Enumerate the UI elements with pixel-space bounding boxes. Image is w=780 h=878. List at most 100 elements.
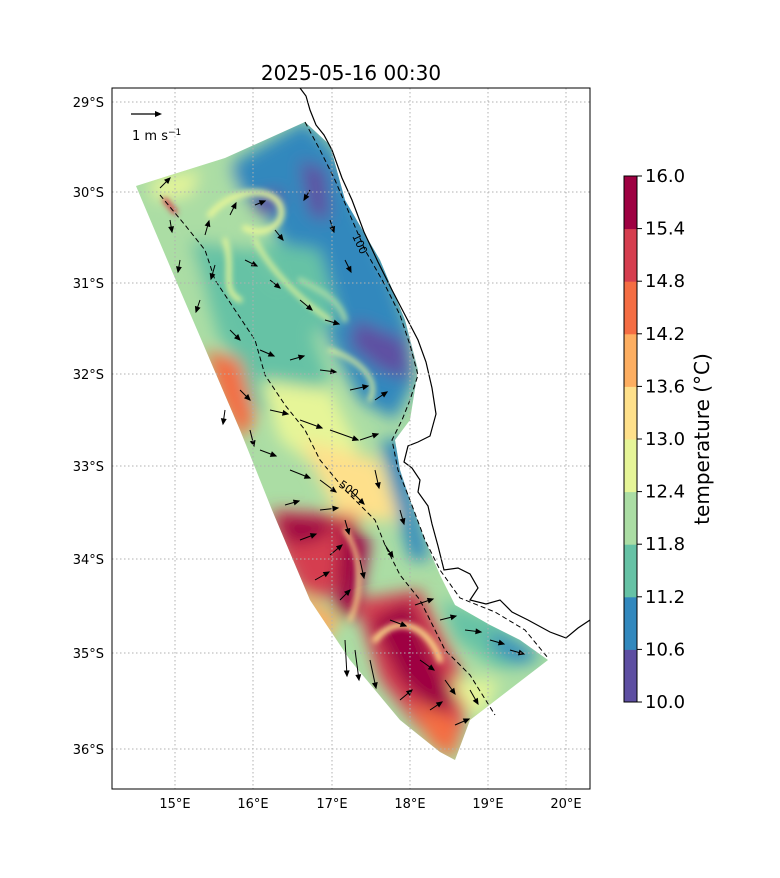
- velocity-arrow-head: [335, 544, 343, 551]
- velocity-arrow-head: [168, 226, 175, 234]
- colorbar-tick-label: 14.2: [645, 324, 685, 345]
- quiver-key-label: 1 m s−1: [132, 128, 181, 144]
- velocity-arrow-head: [220, 418, 227, 426]
- colorbar-swatch: [624, 596, 637, 650]
- colorbar-tick-label: 11.8: [645, 534, 685, 555]
- y-tick-label: 33°S: [73, 460, 104, 475]
- velocity-arrow-head: [332, 505, 340, 512]
- velocity-arrow-head: [332, 319, 341, 326]
- velocity-arrow-head: [258, 200, 267, 206]
- colorbar-tick-label: 12.4: [645, 482, 685, 503]
- x-tick-label: 18°E: [394, 797, 425, 812]
- velocity-arrow-head: [387, 550, 394, 559]
- velocity-arrow-head: [427, 664, 436, 671]
- velocity-arrow-head: [497, 639, 506, 646]
- isobath-500: [159, 194, 496, 716]
- velocity-arrow-head: [399, 621, 408, 627]
- colorbar-tick-label: 13.0: [645, 429, 685, 450]
- y-tick-label: 29°S: [73, 96, 104, 111]
- colorbar-label: temperature (°C): [690, 353, 714, 525]
- velocity-arrow-head: [234, 334, 241, 341]
- colorbar-swatch: [624, 386, 637, 440]
- colorbar-tick-label: 10.0: [645, 692, 685, 713]
- velocity-arrow-head: [305, 304, 313, 311]
- colorbar-tick-label: 14.8: [645, 271, 685, 292]
- velocity-arrow-head: [344, 527, 351, 536]
- velocity-arrow-head: [209, 272, 216, 281]
- isobath-100: [304, 121, 549, 659]
- y-tick-label: 34°S: [73, 553, 104, 568]
- colorbar-swatch: [624, 544, 637, 598]
- velocity-arrow-head: [472, 697, 479, 706]
- colorbar-swatch: [624, 333, 637, 387]
- y-tick-label: 30°S: [73, 186, 104, 201]
- colorbar-ticks: 10.0 10.6 11.2 11.8 12.4 13.0 13.6 14.2 14.8 15.4…: [637, 166, 685, 713]
- velocity-arrow-head: [309, 533, 318, 539]
- velocity-arrow-head: [269, 451, 278, 457]
- x-tick-label: 16°E: [237, 797, 268, 812]
- velocity-arrow-head: [315, 423, 324, 429]
- velocity-arrow-head: [281, 409, 290, 416]
- colorbar-swatch: [624, 281, 637, 335]
- colorbar-tick-label: 13.6: [645, 376, 685, 397]
- y-tick-label: 35°S: [73, 647, 104, 662]
- colorbar-swatch: [624, 439, 637, 493]
- velocity-arrow-head: [204, 219, 211, 228]
- y-tick-label: 32°S: [73, 368, 104, 383]
- velocity-arrow-head: [345, 265, 352, 274]
- velocity-arrow-head: [358, 498, 365, 505]
- velocity-arrow-head: [426, 597, 435, 604]
- velocity-arrow-head: [435, 701, 444, 708]
- velocity-arrow-head: [303, 193, 310, 202]
- quiver-key: 1 m s−1: [131, 111, 181, 144]
- velocity-arrow-head: [399, 517, 406, 526]
- velocity-arrow-head: [371, 682, 378, 690]
- isobath-contours: [159, 121, 549, 716]
- y-tick-label: 36°S: [73, 743, 104, 758]
- velocity-arrow-head: [164, 177, 171, 184]
- velocity-arrow-head: [230, 201, 237, 210]
- velocity-arrow-head: [371, 432, 380, 439]
- velocity-arrow-head: [351, 435, 360, 441]
- x-tick-label: 15°E: [159, 797, 190, 812]
- y-tick-label: 31°S: [73, 277, 104, 292]
- map-title: 2025-05-16 00:30: [261, 61, 441, 85]
- velocity-arrow-head: [380, 391, 389, 398]
- velocity-arrow-head: [297, 354, 306, 361]
- x-tick-label: 19°E: [472, 797, 503, 812]
- velocity-arrow-shaft: [344, 639, 348, 677]
- velocity-arrow-head: [175, 266, 182, 274]
- velocity-arrow-head: [303, 473, 312, 479]
- colorbar-tick-label: 15.4: [645, 219, 685, 240]
- velocity-arrow-head: [359, 571, 366, 580]
- x-tick-label: 17°E: [316, 797, 347, 812]
- colorbar-swatch: [624, 176, 637, 230]
- colorbar: 10.0 10.6 11.2 11.8 12.4 13.0 13.6 14.2 14.8 15.4…: [623, 166, 714, 713]
- velocity-arrow-head: [361, 384, 370, 391]
- velocity-arrow-head: [267, 351, 276, 357]
- colorbar-swatches: [624, 176, 637, 703]
- gridlines: [112, 88, 590, 789]
- velocity-arrow-head: [374, 481, 381, 490]
- velocity-arrow-head: [343, 670, 350, 678]
- velocity-arrow-head: [194, 305, 201, 314]
- colorbar-swatch: [624, 491, 637, 545]
- velocity-arrows: [159, 177, 526, 726]
- y-tick-labels: 29°S 30°S 31°S 32°S 33°S 34°S 35°S 36°S: [73, 96, 104, 758]
- x-tick-label: 20°E: [550, 797, 581, 812]
- velocity-arrow-head: [355, 674, 362, 682]
- velocity-arrow-head: [405, 689, 413, 696]
- velocity-arrow-head: [273, 282, 281, 289]
- velocity-arrow-head: [449, 614, 458, 621]
- velocity-arrow-head: [292, 499, 301, 506]
- colorbar-swatch: [624, 649, 637, 703]
- colorbar-swatch: [624, 228, 637, 282]
- velocity-arrow-head: [277, 233, 284, 241]
- x-tick-labels: 15°E 16°E 17°E 18°E 19°E 20°E: [159, 797, 581, 812]
- velocity-arrow-head: [344, 589, 351, 596]
- colorbar-tick-label: 11.2: [645, 587, 685, 608]
- velocity-arrow-head: [462, 718, 471, 724]
- map-axes: 100 500 1 m s−1: [111, 87, 591, 790]
- colorbar-tick-label: 10.6: [645, 639, 685, 660]
